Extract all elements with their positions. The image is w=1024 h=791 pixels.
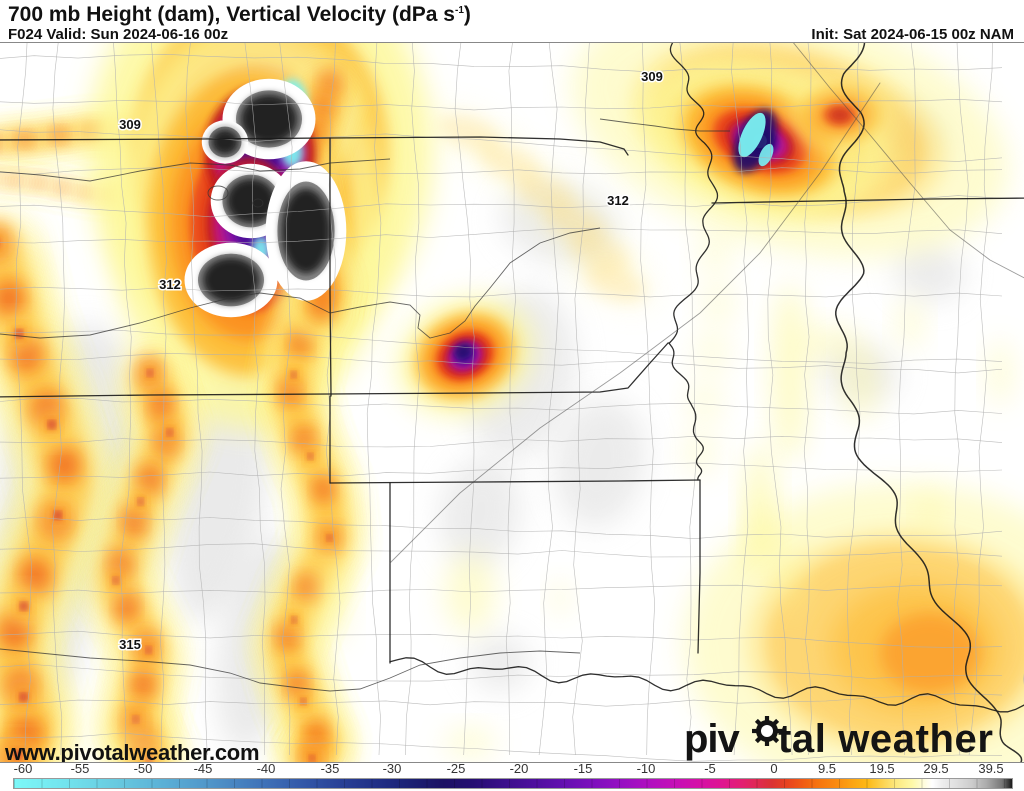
svg-text:tal weather: tal weather [778, 717, 994, 761]
svg-text:piv: piv [684, 717, 741, 761]
svg-text:309: 309 [641, 69, 663, 84]
svg-text:309: 309 [119, 117, 141, 132]
svg-text:312: 312 [607, 193, 629, 208]
svg-text:315: 315 [119, 637, 141, 652]
svg-text:312: 312 [159, 277, 181, 292]
svg-text:www.pivotalweather.com: www.pivotalweather.com [4, 740, 259, 762]
